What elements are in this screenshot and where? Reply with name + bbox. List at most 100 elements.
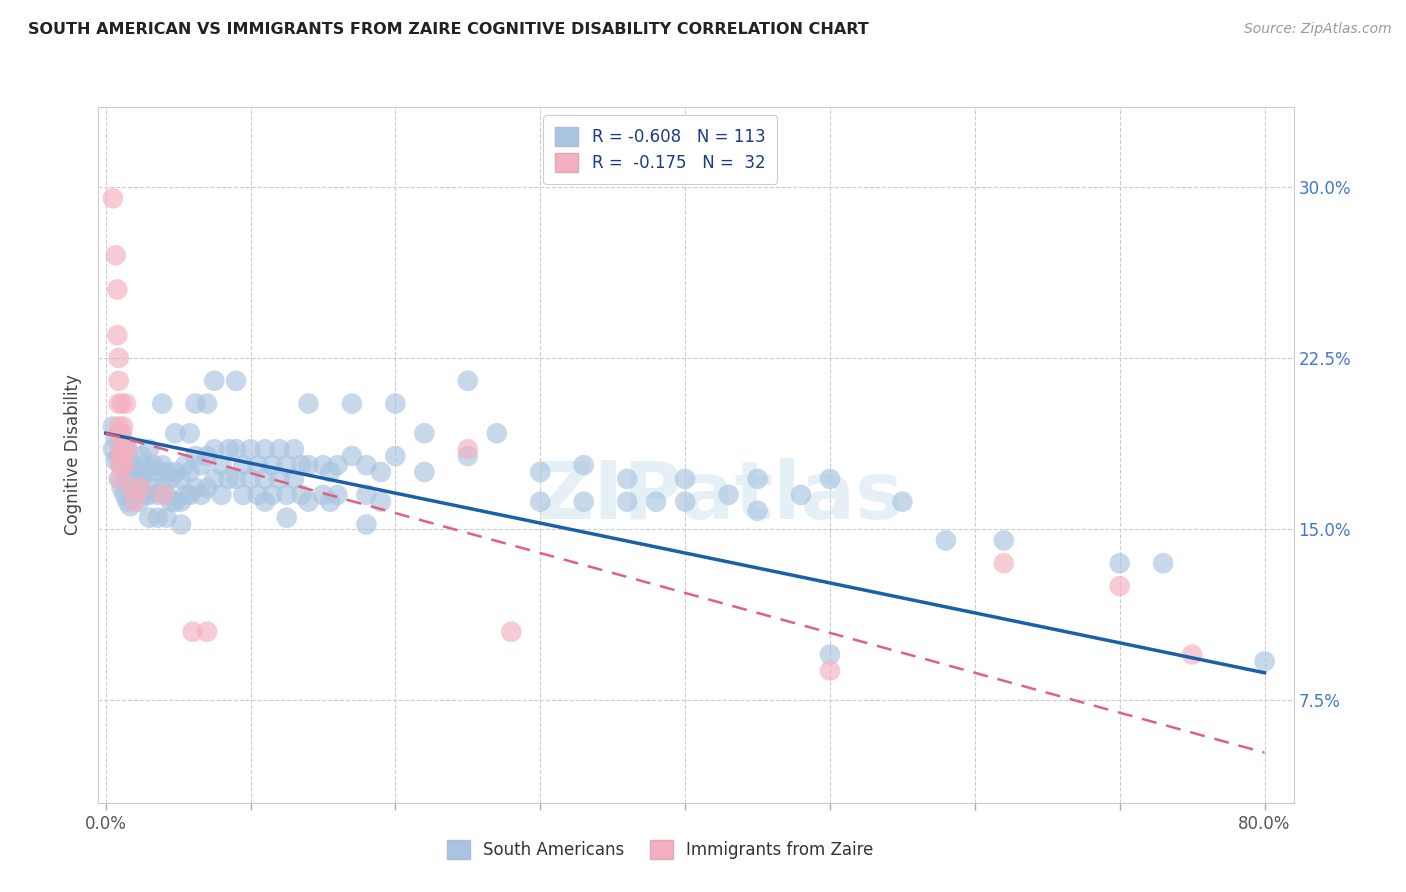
Point xyxy=(253,494,276,508)
Point xyxy=(891,494,914,508)
Point xyxy=(138,488,160,502)
Point xyxy=(155,510,177,524)
Point xyxy=(121,481,143,495)
Point xyxy=(413,426,436,441)
Point xyxy=(529,494,551,508)
Point xyxy=(195,624,218,639)
Point xyxy=(616,494,638,508)
Point xyxy=(174,458,197,473)
Point xyxy=(107,374,129,388)
Point xyxy=(297,396,319,410)
Point xyxy=(312,458,335,473)
Point xyxy=(190,458,212,473)
Point xyxy=(146,488,169,502)
Point xyxy=(174,488,197,502)
Point xyxy=(616,472,638,486)
Point xyxy=(297,458,319,473)
Point xyxy=(117,472,139,486)
Point xyxy=(326,488,349,502)
Point xyxy=(104,248,127,262)
Point xyxy=(717,488,740,502)
Point xyxy=(170,494,193,508)
Point xyxy=(117,494,139,508)
Point xyxy=(170,472,193,486)
Point xyxy=(993,533,1015,548)
Point xyxy=(179,465,201,479)
Point xyxy=(165,494,187,508)
Point xyxy=(155,488,177,502)
Point xyxy=(202,374,225,388)
Point xyxy=(225,442,247,457)
Point xyxy=(501,624,523,639)
Point xyxy=(105,283,128,297)
Point xyxy=(1108,579,1130,593)
Point xyxy=(195,481,218,495)
Point xyxy=(114,435,136,450)
Point xyxy=(384,396,406,410)
Point xyxy=(457,449,479,463)
Point xyxy=(276,488,298,502)
Point xyxy=(326,458,349,473)
Point xyxy=(356,458,378,473)
Text: SOUTH AMERICAN VS IMMIGRANTS FROM ZAIRE COGNITIVE DISABILITY CORRELATION CHART: SOUTH AMERICAN VS IMMIGRANTS FROM ZAIRE … xyxy=(28,22,869,37)
Point xyxy=(211,488,233,502)
Point xyxy=(134,458,156,473)
Point xyxy=(146,510,169,524)
Point xyxy=(195,449,218,463)
Point xyxy=(269,442,291,457)
Point xyxy=(1181,648,1204,662)
Point xyxy=(104,453,127,467)
Point xyxy=(107,396,129,410)
Point xyxy=(120,500,142,514)
Point xyxy=(142,458,165,473)
Point xyxy=(1108,556,1130,570)
Point xyxy=(112,419,135,434)
Point xyxy=(319,494,342,508)
Point xyxy=(384,449,406,463)
Point xyxy=(165,465,187,479)
Point xyxy=(120,476,142,491)
Point xyxy=(179,488,201,502)
Point xyxy=(246,458,269,473)
Point xyxy=(110,431,132,445)
Point xyxy=(202,472,225,486)
Point xyxy=(253,472,276,486)
Point xyxy=(125,465,148,479)
Point xyxy=(146,465,169,479)
Point xyxy=(138,465,160,479)
Text: Source: ZipAtlas.com: Source: ZipAtlas.com xyxy=(1244,22,1392,37)
Text: ZIPatlas: ZIPatlas xyxy=(536,458,904,536)
Point xyxy=(152,488,174,502)
Y-axis label: Cognitive Disability: Cognitive Disability xyxy=(65,375,83,535)
Point xyxy=(181,624,204,639)
Point xyxy=(150,481,173,495)
Point xyxy=(370,465,392,479)
Point xyxy=(818,472,841,486)
Point xyxy=(276,510,298,524)
Point xyxy=(184,481,207,495)
Point xyxy=(572,494,595,508)
Point xyxy=(818,648,841,662)
Point xyxy=(131,472,153,486)
Point xyxy=(134,488,156,502)
Point xyxy=(283,442,305,457)
Point xyxy=(457,374,479,388)
Point xyxy=(160,472,183,486)
Point xyxy=(356,517,378,532)
Point xyxy=(155,465,177,479)
Point xyxy=(110,458,132,473)
Point xyxy=(290,488,312,502)
Point xyxy=(935,533,957,548)
Point xyxy=(112,442,135,457)
Point xyxy=(110,481,132,495)
Point xyxy=(319,465,342,479)
Point xyxy=(184,396,207,410)
Point xyxy=(413,465,436,479)
Point xyxy=(457,442,479,457)
Point xyxy=(283,472,305,486)
Point xyxy=(246,488,269,502)
Point xyxy=(107,449,129,463)
Point xyxy=(184,449,207,463)
Point xyxy=(108,472,131,486)
Point xyxy=(122,458,145,473)
